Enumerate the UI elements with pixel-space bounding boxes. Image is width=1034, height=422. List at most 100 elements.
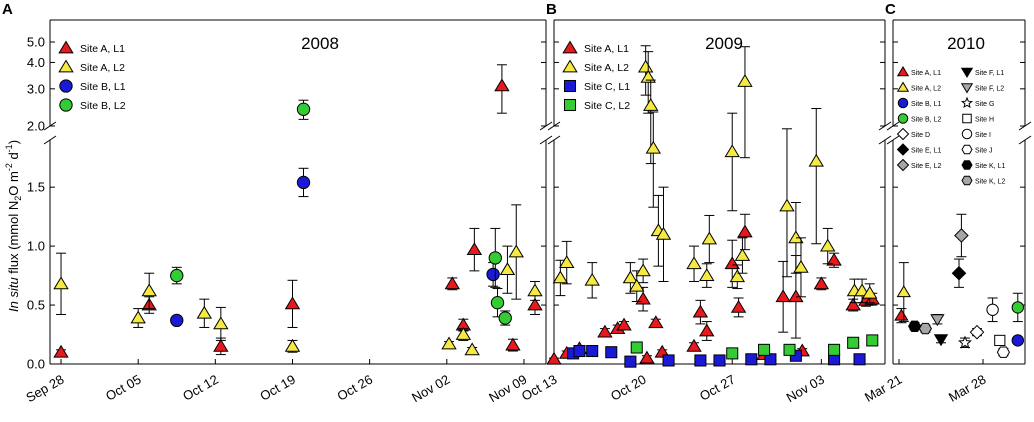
x-tick-label: Mar 21 bbox=[862, 372, 905, 405]
panel-year: 2008 bbox=[301, 34, 339, 53]
data-point bbox=[284, 338, 301, 352]
data-point bbox=[597, 324, 613, 338]
data-point bbox=[764, 353, 777, 366]
series-site-a-l2 bbox=[53, 204, 543, 356]
legend: Site A, L1 Site A, L2 Site B, L1 Site B, L2… bbox=[896, 66, 1005, 186]
data-point bbox=[141, 283, 157, 297]
x-tick-label: Sep 28 bbox=[23, 372, 66, 406]
series-site-b-l2 bbox=[1011, 292, 1024, 323]
data-point bbox=[552, 270, 569, 284]
data-point bbox=[654, 344, 670, 358]
series-site-b-l1 bbox=[170, 167, 500, 328]
legend-marker bbox=[897, 113, 909, 124]
data-point bbox=[466, 242, 483, 256]
legend-marker bbox=[961, 128, 973, 140]
axis-break-mark bbox=[547, 135, 561, 145]
data-point bbox=[788, 289, 804, 303]
legend-label: Site F, L2 bbox=[975, 86, 1004, 93]
data-point bbox=[775, 289, 791, 303]
panel-letter: A bbox=[2, 1, 13, 18]
legend-marker bbox=[961, 144, 973, 155]
data-point bbox=[130, 310, 146, 324]
data-point bbox=[170, 313, 184, 328]
data-point bbox=[643, 98, 659, 111]
data-point bbox=[724, 256, 740, 270]
y-axis-label: In situ flux (mmol N2O m-2 d-1) bbox=[4, 140, 23, 312]
series-site-b-l2 bbox=[170, 99, 512, 326]
series-site-a-l1 bbox=[53, 64, 543, 358]
data-point bbox=[808, 153, 824, 167]
data-point bbox=[53, 276, 69, 290]
legend-label: Site A, L1 bbox=[911, 70, 941, 77]
data-point bbox=[494, 78, 510, 92]
panel-year: 2009 bbox=[705, 34, 743, 53]
legend-label: Site E, L1 bbox=[911, 148, 941, 155]
data-point bbox=[630, 341, 643, 354]
data-point bbox=[196, 305, 213, 319]
legend-label: Site B, L1 bbox=[80, 81, 126, 93]
data-point bbox=[847, 336, 860, 349]
legend: Site A, L1 Site A, L2 Site B, L1 Site B, L2 bbox=[58, 40, 126, 112]
data-point bbox=[701, 231, 718, 245]
series-site-e-l2 bbox=[954, 213, 969, 258]
data-point bbox=[788, 230, 804, 244]
data-point bbox=[686, 256, 702, 270]
legend-label: Site A, L2 bbox=[584, 62, 629, 74]
data-point bbox=[951, 265, 967, 281]
series-site-i bbox=[986, 297, 999, 323]
x-tick-label: Mar 28 bbox=[946, 372, 989, 405]
y-tick-label: 5.0 bbox=[27, 35, 45, 50]
y-tick-label: 1.0 bbox=[27, 239, 45, 254]
data-point bbox=[624, 355, 637, 368]
legend-label: Site A, L2 bbox=[80, 62, 125, 74]
data-point bbox=[853, 353, 866, 366]
data-point bbox=[629, 278, 645, 292]
legend-marker bbox=[896, 127, 910, 141]
legend-label: Site C, L1 bbox=[584, 81, 630, 93]
data-point bbox=[284, 296, 301, 310]
legend-label: Site A, L2 bbox=[911, 86, 941, 93]
data-point bbox=[933, 334, 949, 347]
data-point bbox=[444, 276, 461, 290]
legend-marker bbox=[896, 143, 910, 156]
legend-label: Site K, L2 bbox=[975, 179, 1005, 186]
y-axis-label-text: In situ flux (mmol N2O m-2 d-1) bbox=[4, 140, 23, 312]
legend-label: Site H bbox=[975, 117, 994, 124]
data-point bbox=[490, 296, 505, 310]
legend-marker bbox=[962, 113, 972, 124]
data-point bbox=[546, 351, 562, 365]
axis-break-mark bbox=[1018, 135, 1032, 145]
series-site-f-l1 bbox=[933, 334, 949, 347]
series-site-j bbox=[996, 346, 1010, 358]
data-point bbox=[622, 270, 639, 284]
legend-marker bbox=[58, 40, 74, 54]
data-point bbox=[894, 308, 909, 321]
data-point bbox=[896, 285, 911, 298]
series-site-a-l2 bbox=[896, 262, 911, 323]
data-point bbox=[730, 299, 747, 313]
data-point bbox=[213, 316, 229, 330]
axis-break-mark bbox=[886, 135, 900, 145]
legend-label: Site A, L1 bbox=[80, 43, 125, 55]
x-tick-label: Oct 20 bbox=[608, 372, 649, 404]
y-tick-label: 3.0 bbox=[27, 81, 45, 96]
legend-label: Site D bbox=[911, 132, 930, 139]
legend-label: Site I bbox=[975, 132, 991, 139]
panel-a: 0.0 0.5 1.0 1.5 2.0 3.0 4.0 5.0 Sep 28 Oct 05 Oct … bbox=[2, 1, 553, 406]
data-point bbox=[586, 345, 599, 358]
axis-break-mark bbox=[878, 135, 892, 145]
data-point bbox=[170, 268, 184, 283]
x-tick-label: Nov 02 bbox=[409, 372, 452, 406]
series-site-e-l1 bbox=[951, 258, 967, 288]
legend-marker bbox=[563, 98, 577, 112]
data-point bbox=[505, 337, 521, 351]
legend: Site A, L1 Site A, L2 Site C, L1 Site C, L2 bbox=[562, 40, 630, 112]
data-point bbox=[994, 334, 1006, 347]
data-point bbox=[488, 251, 502, 265]
series-site-a-l1 bbox=[894, 308, 909, 324]
data-point bbox=[745, 353, 758, 366]
data-point bbox=[635, 291, 651, 305]
panel-letter: C bbox=[885, 1, 896, 18]
